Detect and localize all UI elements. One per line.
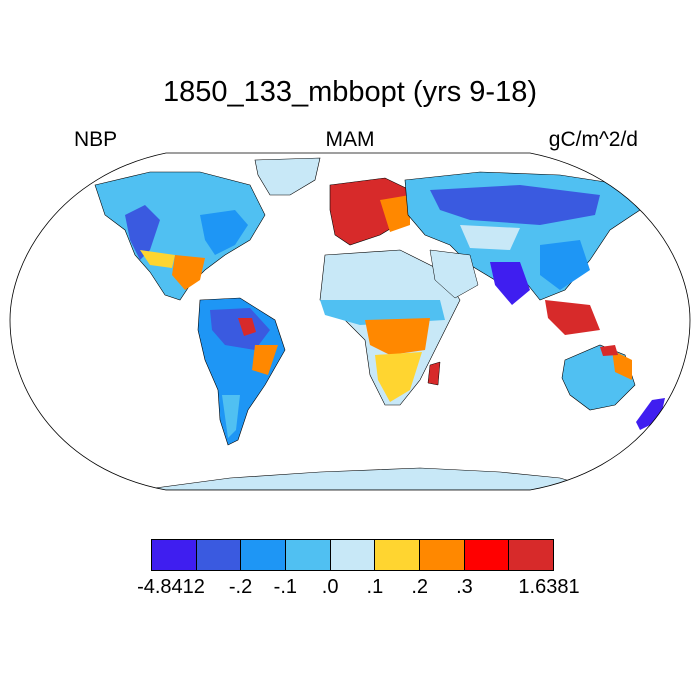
colorbar-swatch <box>286 540 331 570</box>
colorbar-tick-label: .0 <box>321 576 339 598</box>
madagascar <box>427 361 441 386</box>
colorbar-tick-label: -.1 <box>273 576 297 598</box>
colorbar-swatch <box>330 540 376 570</box>
australia <box>561 344 636 411</box>
east-asia <box>540 240 590 290</box>
map-outline <box>9 152 691 491</box>
colorbar-tick-label: 1.6381 <box>518 576 580 598</box>
amazon <box>210 308 270 350</box>
colorbar <box>151 539 554 571</box>
europe-east <box>380 195 410 232</box>
southern-africa <box>375 352 422 402</box>
australia-north <box>600 345 618 356</box>
southeast-asia <box>545 300 600 335</box>
north-america-west <box>125 205 160 260</box>
central-africa <box>365 318 430 355</box>
south-asia <box>490 262 530 305</box>
colorbar-tick-label: .2 <box>411 576 428 598</box>
north-america-east <box>200 210 248 255</box>
north-america-south <box>172 255 205 290</box>
colorbar-swatch <box>241 540 287 570</box>
variable-label: NBP <box>74 128 118 151</box>
new-zealand <box>636 398 665 430</box>
colorbar-swatch <box>420 540 465 570</box>
map-title: 1850_133_mbbopt (yrs 9-18) <box>162 76 537 108</box>
gulf-coast <box>140 250 175 268</box>
australia-east <box>612 350 632 380</box>
patagonia <box>222 395 240 438</box>
siberia <box>430 185 600 225</box>
arabia <box>429 249 479 299</box>
colorbar-tick-label: -.2 <box>228 576 253 598</box>
antarctica <box>139 467 601 490</box>
season-label: MAM <box>325 128 375 151</box>
land-fields <box>94 157 665 490</box>
south-america-red <box>238 318 256 336</box>
central-asia <box>460 225 520 250</box>
colorbar-swatch <box>375 540 421 570</box>
colorbar-swatch <box>509 540 554 570</box>
colorbar-tick-label: -4.8412 <box>137 576 205 598</box>
colorbar-tick-label: .3 <box>456 576 473 598</box>
colorbar-swatch <box>152 540 197 570</box>
units-label: gC/m^2/d <box>548 128 638 151</box>
south-america-east <box>252 345 278 375</box>
colorbar-swatch <box>464 540 510 570</box>
greenland <box>254 157 321 196</box>
colorbar-tick-label: .1 <box>366 576 384 598</box>
colorbar-swatch <box>196 540 242 570</box>
